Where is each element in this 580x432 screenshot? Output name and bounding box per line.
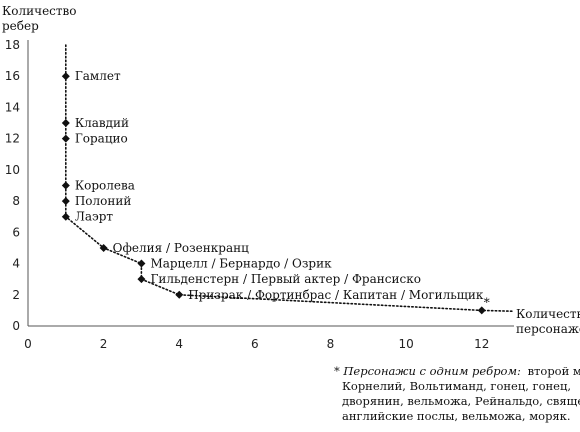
footnote-line-4: английские послы, вельможа, моряк. [342, 409, 571, 423]
data-point-label: Полоний [75, 194, 132, 208]
y-tick-label: 4 [12, 257, 20, 271]
footnote-line-2: Корнелий, Вольтиманд, гонец, гонец, [342, 379, 571, 393]
data-point-label: Клавдий [75, 116, 129, 130]
y-tick-label: 18 [5, 38, 20, 52]
footnote-lead: * Персонажи с одним ребром: [334, 364, 521, 378]
data-point-marker [99, 243, 108, 252]
data-point-marker [61, 119, 70, 128]
x-axis-title-line-1: Количество [516, 307, 580, 321]
y-tick-label: 10 [5, 163, 20, 177]
y-axis-title-line-1: Количество [2, 4, 77, 18]
data-point-label: Лаэрт [75, 210, 114, 224]
x-tick-label: 12 [474, 337, 489, 351]
data-point-marker [61, 134, 70, 143]
data-point-label: Призрак / Фортинбрас / Капитан / Могильщ… [188, 288, 484, 302]
data-point-label: Гамлет [75, 69, 121, 83]
data-point-label: Королева [75, 179, 135, 193]
data-point-marker [61, 181, 70, 190]
footnote-line-1: * Персонажи с одним ребром: второй могил… [334, 364, 580, 378]
footnote-rest: второй могильщик, [528, 364, 580, 378]
data-point-marker [61, 212, 70, 221]
data-point-label: Гильденстерн / Первый актер / Франсиско [150, 272, 420, 286]
y-tick-label: 14 [5, 100, 20, 114]
x-tick-label: 4 [175, 337, 183, 351]
data-point-label: Офелия / Розенкранц [113, 241, 249, 255]
x-axis-title-line-2: персонажей [516, 322, 580, 336]
x-tick-label: 2 [100, 337, 108, 351]
y-tick-label: 16 [5, 69, 20, 83]
x-ticks: 0 2 4 6 8 10 12 [24, 337, 489, 351]
data-point-label: Горацио [75, 132, 128, 146]
y-tick-label: 12 [5, 132, 20, 146]
y-ticks: 0 2 4 6 8 10 12 14 16 18 [5, 38, 20, 333]
data-point-marker [175, 290, 184, 299]
data-point-marker [477, 306, 486, 315]
data-point-label: Марцелл / Бернардо / Озрик [150, 257, 332, 271]
y-axis-title-line-2: ребер [2, 19, 39, 33]
x-tick-label: 8 [327, 337, 335, 351]
x-tick-label: 0 [24, 337, 32, 351]
x-tick-label: 10 [398, 337, 413, 351]
y-tick-label: 0 [12, 319, 20, 333]
x-tick-label: 6 [251, 337, 259, 351]
data-point-label: * [484, 295, 490, 309]
data-point-marker [61, 72, 70, 81]
footnote-line-3: дворянин, вельможа, Рейнальдо, священник… [342, 394, 580, 408]
y-tick-label: 8 [12, 194, 20, 208]
data-point-marker [137, 259, 146, 268]
data-point-marker [137, 275, 146, 284]
y-tick-label: 6 [12, 225, 20, 239]
y-tick-label: 2 [12, 288, 20, 302]
data-point-marker [61, 197, 70, 206]
